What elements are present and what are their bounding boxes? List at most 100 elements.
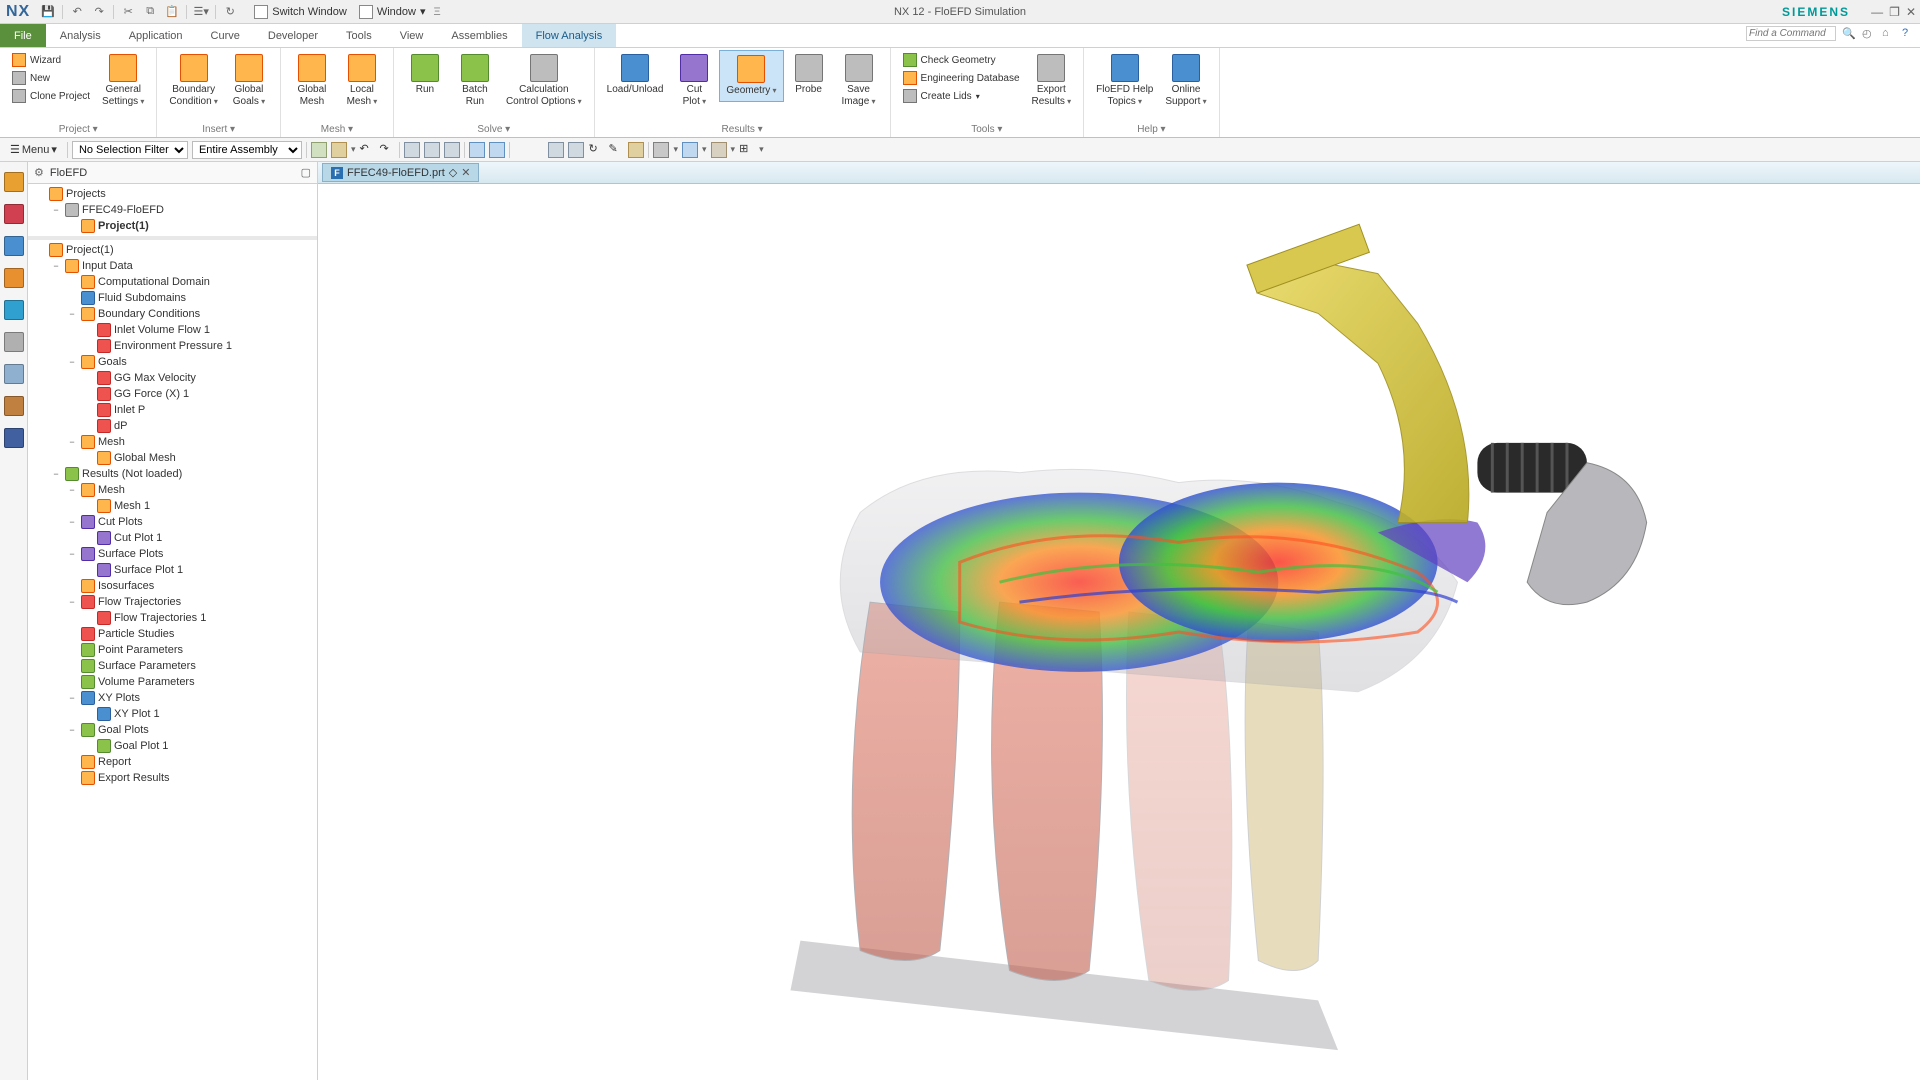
tree-node-xy-plot-1[interactable]: XY Plot 1 <box>28 706 317 722</box>
tree-node-boundary-conditions[interactable]: −Boundary Conditions <box>28 306 317 322</box>
group-label[interactable]: Mesh ▾ <box>287 122 387 137</box>
sidebar-icon-1[interactable] <box>4 204 24 224</box>
toolbar-icon[interactable] <box>682 142 698 158</box>
tree-node-environment-pressure-1[interactable]: Environment Pressure 1 <box>28 338 317 354</box>
tree-toggle-icon[interactable]: − <box>66 693 78 703</box>
selection-filter-dropdown[interactable]: No Selection Filter <box>72 141 188 159</box>
help-icon[interactable]: ? <box>1902 27 1916 41</box>
tree-node-ffec49-floefd[interactable]: −FFEC49-FloEFD <box>28 202 317 218</box>
repeat-icon[interactable]: ↻ <box>222 4 238 20</box>
undo-icon[interactable]: ↶ <box>69 4 85 20</box>
tree-node-isosurfaces[interactable]: Isosurfaces <box>28 578 317 594</box>
batch-button[interactable]: BatchRun <box>450 50 500 112</box>
tree-node-flow-trajectories[interactable]: −Flow Trajectories <box>28 594 317 610</box>
panel-gear-icon[interactable]: ⚙ <box>34 166 44 179</box>
group-label[interactable]: Project ▾ <box>6 122 150 137</box>
probe-button[interactable]: Probe <box>784 50 834 100</box>
toolbar-icon[interactable]: ↷ <box>379 142 395 158</box>
tree-toggle-icon[interactable]: − <box>66 357 78 367</box>
tree-node-inlet-volume-flow-1[interactable]: Inlet Volume Flow 1 <box>28 322 317 338</box>
local-button[interactable]: LocalMesh ▾ <box>337 50 387 112</box>
tree-toggle-icon[interactable]: − <box>66 597 78 607</box>
tree-node-cut-plots[interactable]: −Cut Plots <box>28 514 317 530</box>
toolbar-icon[interactable]: ↻ <box>588 142 604 158</box>
home-icon[interactable]: ⌂ <box>1882 27 1896 41</box>
group-label[interactable]: Solve ▾ <box>400 122 588 137</box>
tree-node-gg-force-x-1[interactable]: GG Force (X) 1 <box>28 386 317 402</box>
toolbar-icon[interactable]: ✎ <box>608 142 624 158</box>
toolbar-icon[interactable] <box>331 142 347 158</box>
minimize-button[interactable]: — <box>1871 5 1883 19</box>
tab-flow-analysis[interactable]: Flow Analysis <box>522 24 617 47</box>
tree-node-inlet-p[interactable]: Inlet P <box>28 402 317 418</box>
tree-toggle-icon[interactable]: − <box>66 309 78 319</box>
tree-node-export-results[interactable]: Export Results <box>28 770 317 786</box>
group-label[interactable]: Help ▾ <box>1090 122 1213 137</box>
toolbar-icon[interactable] <box>568 142 584 158</box>
paste-icon[interactable]: 📋 <box>164 4 180 20</box>
tab-developer[interactable]: Developer <box>254 24 332 47</box>
new-button[interactable]: New <box>10 70 92 86</box>
tree-toggle-icon[interactable]: − <box>50 205 62 215</box>
copy-icon[interactable]: ⧉ <box>142 4 158 20</box>
selection-scope-dropdown[interactable]: Entire Assembly <box>192 141 302 159</box>
tree-toggle-icon[interactable]: − <box>50 469 62 479</box>
calculation-button[interactable]: CalculationControl Options ▾ <box>500 50 588 112</box>
sidebar-icon-0[interactable] <box>4 172 24 192</box>
tree-node-computational-domain[interactable]: Computational Domain <box>28 274 317 290</box>
wizard-button[interactable]: Wizard <box>10 52 92 68</box>
toolbar-icon[interactable] <box>311 142 327 158</box>
boundary-button[interactable]: BoundaryCondition ▾ <box>163 50 224 112</box>
group-label[interactable]: Insert ▾ <box>163 122 274 137</box>
tree-toggle-icon[interactable]: − <box>66 517 78 527</box>
tree-node-project-1-[interactable]: Project(1) <box>28 218 317 234</box>
sidebar-icon-2[interactable] <box>4 236 24 256</box>
create-lids-button[interactable]: Create Lids▾ <box>901 88 1022 104</box>
window-menu-button[interactable]: Window ▾ Ξ <box>355 5 445 19</box>
save-icon[interactable]: 💾 <box>40 4 56 20</box>
run-button[interactable]: Run <box>400 50 450 100</box>
tree-node-flow-trajectories-1[interactable]: Flow Trajectories 1 <box>28 610 317 626</box>
save-button[interactable]: SaveImage ▾ <box>834 50 884 112</box>
tree-node-surface-plots[interactable]: −Surface Plots <box>28 546 317 562</box>
tab-analysis[interactable]: Analysis <box>46 24 115 47</box>
tab-application[interactable]: Application <box>115 24 197 47</box>
general-button[interactable]: GeneralSettings ▾ <box>96 50 150 112</box>
find-command-input[interactable] <box>1746 26 1836 41</box>
menu-button[interactable]: ☰ Menu ▾ <box>4 143 63 156</box>
engineering-database-button[interactable]: Engineering Database <box>901 70 1022 86</box>
tree-node-results-not-loaded-[interactable]: −Results (Not loaded) <box>28 466 317 482</box>
sidebar-icon-6[interactable] <box>4 364 24 384</box>
maximize-button[interactable]: ❐ <box>1889 5 1900 19</box>
geometry-button[interactable]: Geometry ▾ <box>719 50 783 102</box>
tree-node-particle-studies[interactable]: Particle Studies <box>28 626 317 642</box>
toolbar-icon[interactable] <box>444 142 460 158</box>
tab-assemblies[interactable]: Assemblies <box>437 24 521 47</box>
tree-node-report[interactable]: Report <box>28 754 317 770</box>
tab-curve[interactable]: Curve <box>197 24 254 47</box>
check-geometry-button[interactable]: Check Geometry <box>901 52 1022 68</box>
toolbar-icon[interactable] <box>489 142 505 158</box>
tree-node-mesh[interactable]: −Mesh <box>28 482 317 498</box>
tab-file[interactable]: File <box>0 24 46 47</box>
cut-icon[interactable]: ✂ <box>120 4 136 20</box>
tree-node-goal-plots[interactable]: −Goal Plots <box>28 722 317 738</box>
tree-node-project-1-[interactable]: Project(1) <box>28 242 317 258</box>
global-button[interactable]: GlobalGoals ▾ <box>224 50 274 112</box>
redo-icon[interactable]: ↷ <box>91 4 107 20</box>
toolbar-icon[interactable] <box>424 142 440 158</box>
toolbar-icon[interactable] <box>628 142 644 158</box>
group-label[interactable]: Tools ▾ <box>897 122 1078 137</box>
sidebar-icon-7[interactable] <box>4 396 24 416</box>
toolbar-icon[interactable]: ↶ <box>359 142 375 158</box>
close-button[interactable]: ✕ <box>1906 5 1916 19</box>
toolbar-icon[interactable]: ⊞ <box>739 142 755 158</box>
global-button[interactable]: GlobalMesh <box>287 50 337 112</box>
toolbar-icon[interactable] <box>653 142 669 158</box>
online-button[interactable]: OnlineSupport ▾ <box>1159 50 1212 112</box>
clone-project-button[interactable]: Clone Project <box>10 88 92 104</box>
floefd-help-button[interactable]: FloEFD HelpTopics ▾ <box>1090 50 1159 112</box>
tree-node-projects[interactable]: Projects <box>28 186 317 202</box>
toolbar-icon[interactable] <box>469 142 485 158</box>
group-label[interactable]: Results ▾ <box>601 122 884 137</box>
